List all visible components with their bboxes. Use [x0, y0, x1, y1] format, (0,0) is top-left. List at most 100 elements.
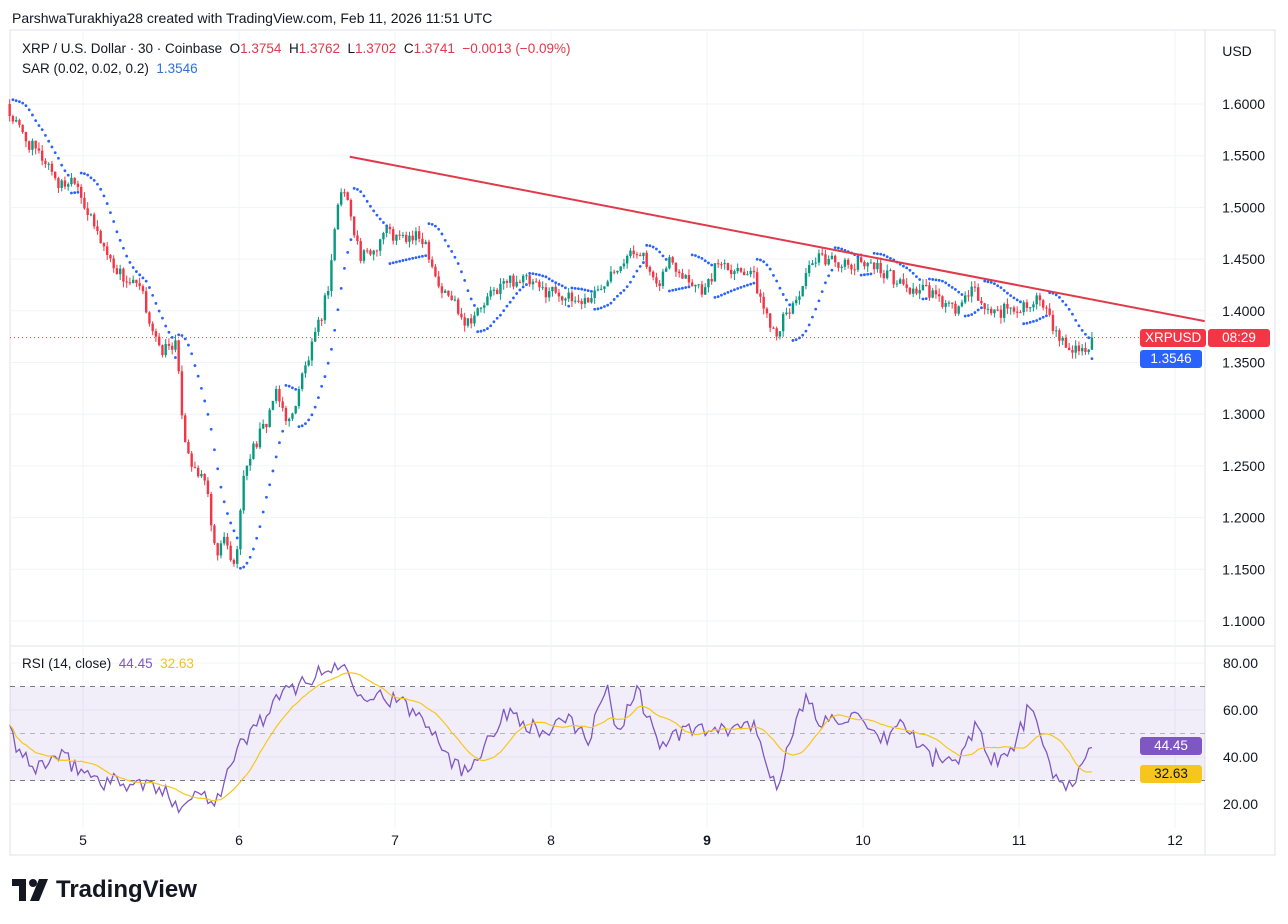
candle-body	[544, 287, 548, 298]
sar-dot	[690, 253, 694, 257]
sar-dot	[395, 260, 398, 264]
candle-body	[203, 473, 206, 481]
candle-body	[742, 271, 746, 276]
sar-dot	[515, 292, 519, 295]
candle-body	[365, 250, 369, 252]
candle-body	[716, 263, 720, 265]
candle-body	[879, 262, 882, 274]
candle-body	[876, 262, 879, 270]
sar-dot	[443, 238, 447, 242]
sar-dot	[388, 262, 392, 265]
candle-body	[235, 549, 239, 564]
sar-dot	[242, 565, 246, 569]
sar-dot	[362, 194, 366, 198]
candle-body	[1058, 330, 1061, 341]
candle-body	[833, 255, 837, 263]
sar-dot	[664, 258, 668, 261]
sar-dot	[635, 269, 639, 273]
candle-body	[814, 262, 817, 264]
candle-body	[382, 233, 385, 240]
candle-body	[141, 286, 145, 292]
currency-label: USD	[1222, 43, 1252, 59]
sar-dot	[885, 255, 889, 259]
candle-body	[343, 192, 346, 194]
candle-body	[986, 308, 990, 310]
sar-dot	[619, 291, 623, 295]
candle-body	[291, 413, 294, 419]
candle-body	[625, 255, 629, 264]
candle-body	[729, 269, 733, 275]
sar-dot	[554, 281, 558, 285]
sar-dot	[632, 275, 636, 279]
candle-body	[690, 282, 694, 287]
candle-body	[586, 298, 590, 303]
sar-dot	[248, 555, 252, 559]
date-tick: 11	[1012, 832, 1027, 848]
sar-dot	[359, 190, 363, 193]
candle-body	[447, 290, 450, 296]
candle-body	[489, 290, 492, 297]
symbol-title[interactable]: XRP / U.S. Dollar · 30 · Coinbase	[22, 41, 223, 56]
candle-body	[216, 543, 219, 556]
candle-body	[268, 409, 271, 428]
sar-dot	[661, 254, 665, 258]
sar-dot	[612, 298, 616, 301]
sar-legend[interactable]: SAR (0.02, 0.02, 0.2) 1.3546	[22, 61, 198, 76]
sar-dot	[983, 279, 987, 283]
candle-body	[1051, 314, 1055, 331]
candle-body	[76, 183, 80, 187]
sar-dot	[96, 182, 99, 186]
candle-body	[785, 312, 788, 315]
price-tick: 1.2000	[1222, 510, 1265, 526]
sar-dot	[1071, 312, 1074, 316]
rsi-ma-value: 32.63	[160, 656, 194, 671]
sar-dot	[40, 128, 44, 132]
candle-body	[219, 543, 223, 556]
sar-dot	[265, 495, 268, 499]
trendline	[349, 155, 1205, 323]
rsi-legend[interactable]: RSI (14, close) 44.45 32.63	[22, 656, 194, 671]
candle-body	[417, 231, 421, 239]
sar-dot	[437, 227, 441, 231]
sar-dot	[235, 536, 239, 540]
candle-body	[486, 296, 489, 306]
candle-body	[336, 204, 340, 230]
candle-body	[50, 163, 54, 172]
candle-body	[638, 255, 642, 257]
tradingview-logo[interactable]: TradingView	[12, 876, 197, 904]
candle-body	[112, 258, 115, 269]
sar-dot	[440, 232, 444, 236]
candle-body	[616, 270, 619, 273]
candle-body	[144, 291, 148, 313]
open-label: O	[229, 41, 241, 56]
sar-dot	[824, 281, 827, 285]
sar-dot	[863, 273, 866, 277]
sar-dot	[700, 256, 704, 260]
sar-dot	[24, 104, 28, 108]
sar-dot	[333, 328, 337, 332]
candle-body	[999, 309, 1003, 318]
candle-body	[313, 331, 317, 342]
sar-dot	[219, 485, 223, 489]
candle-body	[950, 302, 954, 304]
sar-dot	[1002, 289, 1006, 292]
candle-body	[606, 281, 609, 287]
candle-body	[720, 264, 723, 266]
sar-dot	[642, 261, 645, 264]
sar-dot	[681, 286, 684, 290]
candle-body	[726, 263, 730, 270]
sar-dot	[811, 315, 814, 319]
sar-dot	[492, 320, 496, 324]
sar-dot	[577, 287, 580, 291]
candle-body	[258, 428, 262, 448]
sar-dot	[300, 424, 304, 428]
open-value: 1.3754	[240, 41, 282, 56]
sar-dot	[889, 256, 892, 260]
price-tick: 1.2500	[1222, 458, 1265, 474]
sar-dot	[915, 275, 918, 279]
candle-body	[629, 250, 632, 256]
candle-body	[655, 277, 658, 284]
candle-body	[135, 279, 138, 284]
candle-body	[434, 266, 437, 277]
